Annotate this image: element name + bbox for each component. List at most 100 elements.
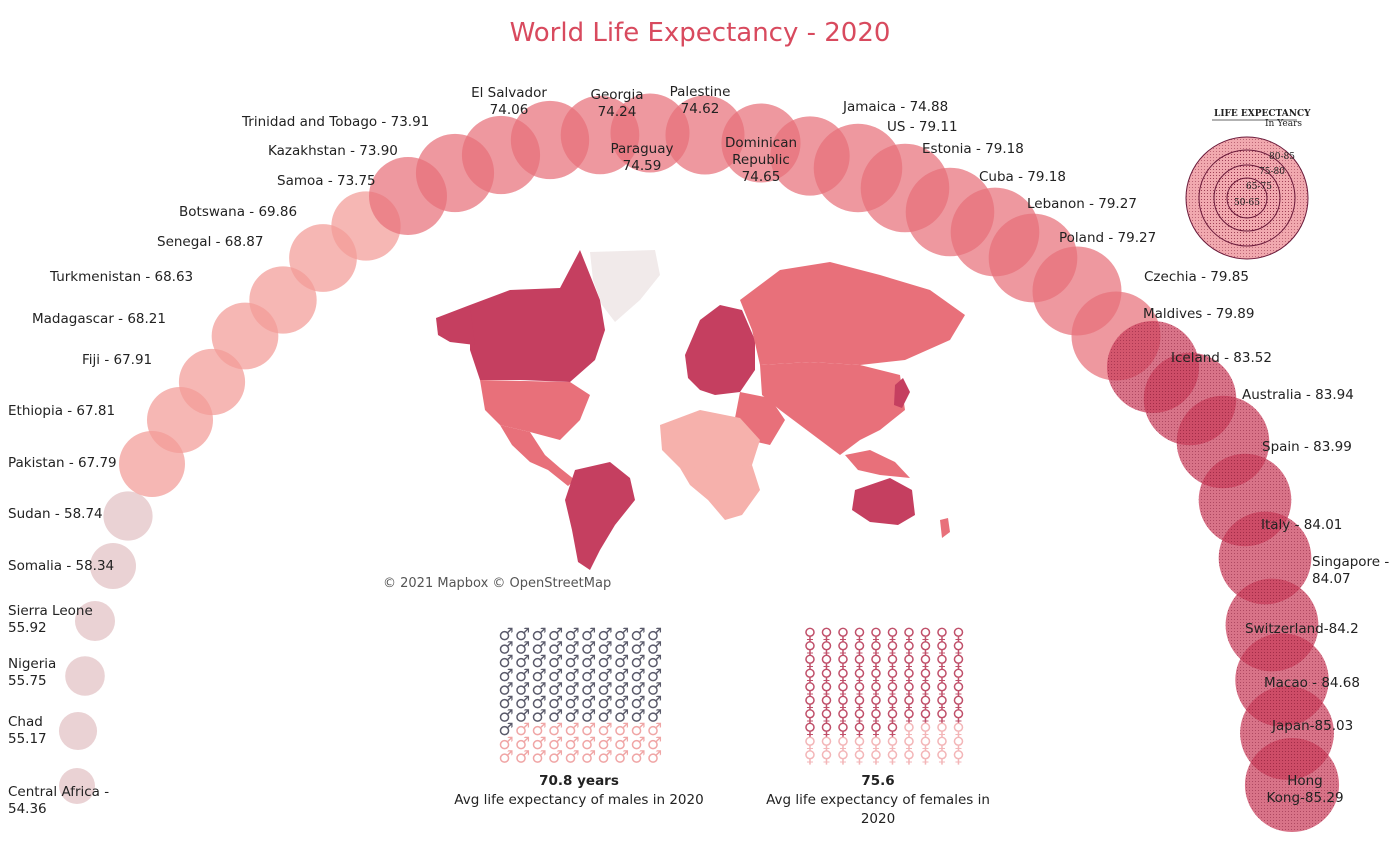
bubble-hong-kong[interactable] xyxy=(1244,737,1340,833)
female-symbol: ♀ xyxy=(870,679,882,699)
map-region-south-america[interactable] xyxy=(565,462,635,570)
female-symbol: ♀ xyxy=(804,734,816,754)
country-label-line: Republic xyxy=(732,152,790,168)
bubble-fiji[interactable] xyxy=(178,348,246,416)
country-label-ethiopia: Ethiopia - 67.81 xyxy=(8,403,115,419)
world-map[interactable] xyxy=(436,250,965,570)
map-region-usa[interactable] xyxy=(480,380,590,440)
male-symbol: ♂ xyxy=(531,747,546,767)
country-label-line: 74.06 xyxy=(490,102,529,118)
country-label-line: Dominican xyxy=(725,135,797,151)
female-symbol: ♀ xyxy=(837,652,849,672)
female-symbol: ♀ xyxy=(903,693,915,713)
female-symbol: ♀ xyxy=(919,625,931,645)
map-region-se-asia[interactable] xyxy=(845,450,910,478)
male-symbol: ♂ xyxy=(614,707,629,727)
country-label-turkmenistan: Turkmenistan - 68.63 xyxy=(49,269,193,285)
country-label-line: Italy - 84.01 xyxy=(1261,517,1342,533)
country-label-line: Singapore - xyxy=(1312,554,1389,570)
male-symbol: ♂ xyxy=(564,720,579,740)
country-label-singapore: Singapore -84.07 xyxy=(1312,554,1389,587)
country-label-somalia: Somalia - 58.34 xyxy=(8,558,114,574)
map-region-alaska[interactable] xyxy=(436,305,475,345)
female-symbol: ♀ xyxy=(804,625,816,645)
map-region-greenland[interactable] xyxy=(590,250,660,322)
country-label-line: Australia - 83.94 xyxy=(1242,387,1354,403)
female-symbol: ♀ xyxy=(886,652,898,672)
bubble-circle[interactable] xyxy=(74,600,116,642)
female-symbol: ♀ xyxy=(837,625,849,645)
map-region-asia[interactable] xyxy=(760,362,905,455)
map-region-russia[interactable] xyxy=(740,262,965,365)
country-label-macao: Macao - 84.68 xyxy=(1264,675,1360,691)
male-symbol: ♂ xyxy=(597,734,612,754)
map-region-north-africa[interactable] xyxy=(660,410,760,470)
country-label-central-africa: Central Africa -54.36 xyxy=(8,784,109,817)
male-pictogram: ♂ ♂ ♂ ♂ ♂ ♂ ♂ ♂ ♂ ♂♂ ♂ ♂ ♂ ♂ ♂ ♂ ♂ ♂ ♂♂ ♂ ♂ ♂ ♂ ♂ ♂ ♂ ♂ ♂♂ ♂ ♂ ♂ ♂ ♂ ♂ ♂ ♂ ♂… xyxy=(498,625,662,767)
bubble-stipple xyxy=(1218,511,1312,605)
male-symbol: ♂ xyxy=(630,625,645,645)
female-symbol: ♀ xyxy=(804,652,816,672)
country-label-line: 55.17 xyxy=(8,731,47,747)
bubble-singapore[interactable] xyxy=(1218,511,1312,605)
country-label-line: Sierra Leone xyxy=(8,603,93,619)
female-symbol: ♀ xyxy=(820,707,832,727)
bubble-circle[interactable] xyxy=(65,656,105,696)
map-region-canada[interactable] xyxy=(470,250,605,382)
country-label-line: Trinidad and Tobago - 73.91 xyxy=(241,114,429,130)
male-symbol: ♂ xyxy=(548,625,563,645)
bubble-central-africa[interactable] xyxy=(59,768,95,804)
female-symbol: ♀ xyxy=(820,652,832,672)
male-symbol: ♂ xyxy=(498,707,513,727)
map-region-africa[interactable] xyxy=(680,465,760,520)
male-symbol: ♂ xyxy=(564,734,579,754)
map-region-central-america[interactable] xyxy=(500,425,575,486)
country-label-sudan: Sudan - 58.74 xyxy=(8,506,103,522)
country-label-line: Iceland - 83.52 xyxy=(1171,350,1272,366)
country-label-trinidad-and-tobago: Trinidad and Tobago - 73.91 xyxy=(241,114,429,130)
male-symbol: ♂ xyxy=(597,679,612,699)
map-region-europe[interactable] xyxy=(685,305,755,395)
male-symbol: ♂ xyxy=(548,652,563,672)
country-label-line: Sudan - 58.74 xyxy=(8,506,103,522)
country-label-line: Spain - 83.99 xyxy=(1262,439,1352,455)
bubble-circle[interactable] xyxy=(249,266,317,334)
bubble-chad[interactable] xyxy=(58,711,98,751)
male-symbol: ♂ xyxy=(581,652,596,672)
female-symbol: ♀ xyxy=(837,679,849,699)
country-label-australia: Australia - 83.94 xyxy=(1242,387,1354,403)
country-label-line: Kazakhstan - 73.90 xyxy=(268,143,398,159)
bubble-circle[interactable] xyxy=(59,768,95,804)
female-symbol: ♀ xyxy=(886,693,898,713)
male-symbol: ♂ xyxy=(630,747,645,767)
bubble-circle[interactable] xyxy=(103,491,153,541)
female-symbol: ♀ xyxy=(886,625,898,645)
country-label-line: Paraguay xyxy=(610,141,673,157)
bubble-somalia[interactable] xyxy=(90,543,136,589)
bubble-circle[interactable] xyxy=(178,348,246,416)
male-symbol: ♂ xyxy=(630,666,645,686)
map-region-new-zealand[interactable] xyxy=(940,518,950,538)
bubble-sierra-leone[interactable] xyxy=(74,600,116,642)
female-symbol: ♀ xyxy=(919,679,931,699)
bubble-sudan[interactable] xyxy=(103,491,153,541)
male-symbol: ♂ xyxy=(614,693,629,713)
bubble-circle[interactable] xyxy=(90,543,136,589)
female-symbol: ♀ xyxy=(952,639,964,659)
female-symbol: ♀ xyxy=(853,720,865,740)
country-label-spain: Spain - 83.99 xyxy=(1262,439,1352,455)
male-symbol: ♂ xyxy=(647,720,662,740)
female-symbol: ♀ xyxy=(919,666,931,686)
map-region-australia[interactable] xyxy=(852,478,915,525)
map-region-japan[interactable] xyxy=(894,378,910,408)
male-avg-value: 70.8 years xyxy=(539,773,619,789)
female-symbol: ♀ xyxy=(919,639,931,659)
bubble-circle[interactable] xyxy=(58,711,98,751)
bubble-turkmenistan[interactable] xyxy=(249,266,317,334)
female-symbol: ♀ xyxy=(853,707,865,727)
bubble-nigeria[interactable] xyxy=(65,656,105,696)
male-symbol: ♂ xyxy=(647,747,662,767)
male-symbol: ♂ xyxy=(564,693,579,713)
male-symbol: ♂ xyxy=(581,666,596,686)
male-symbol: ♂ xyxy=(564,625,579,645)
